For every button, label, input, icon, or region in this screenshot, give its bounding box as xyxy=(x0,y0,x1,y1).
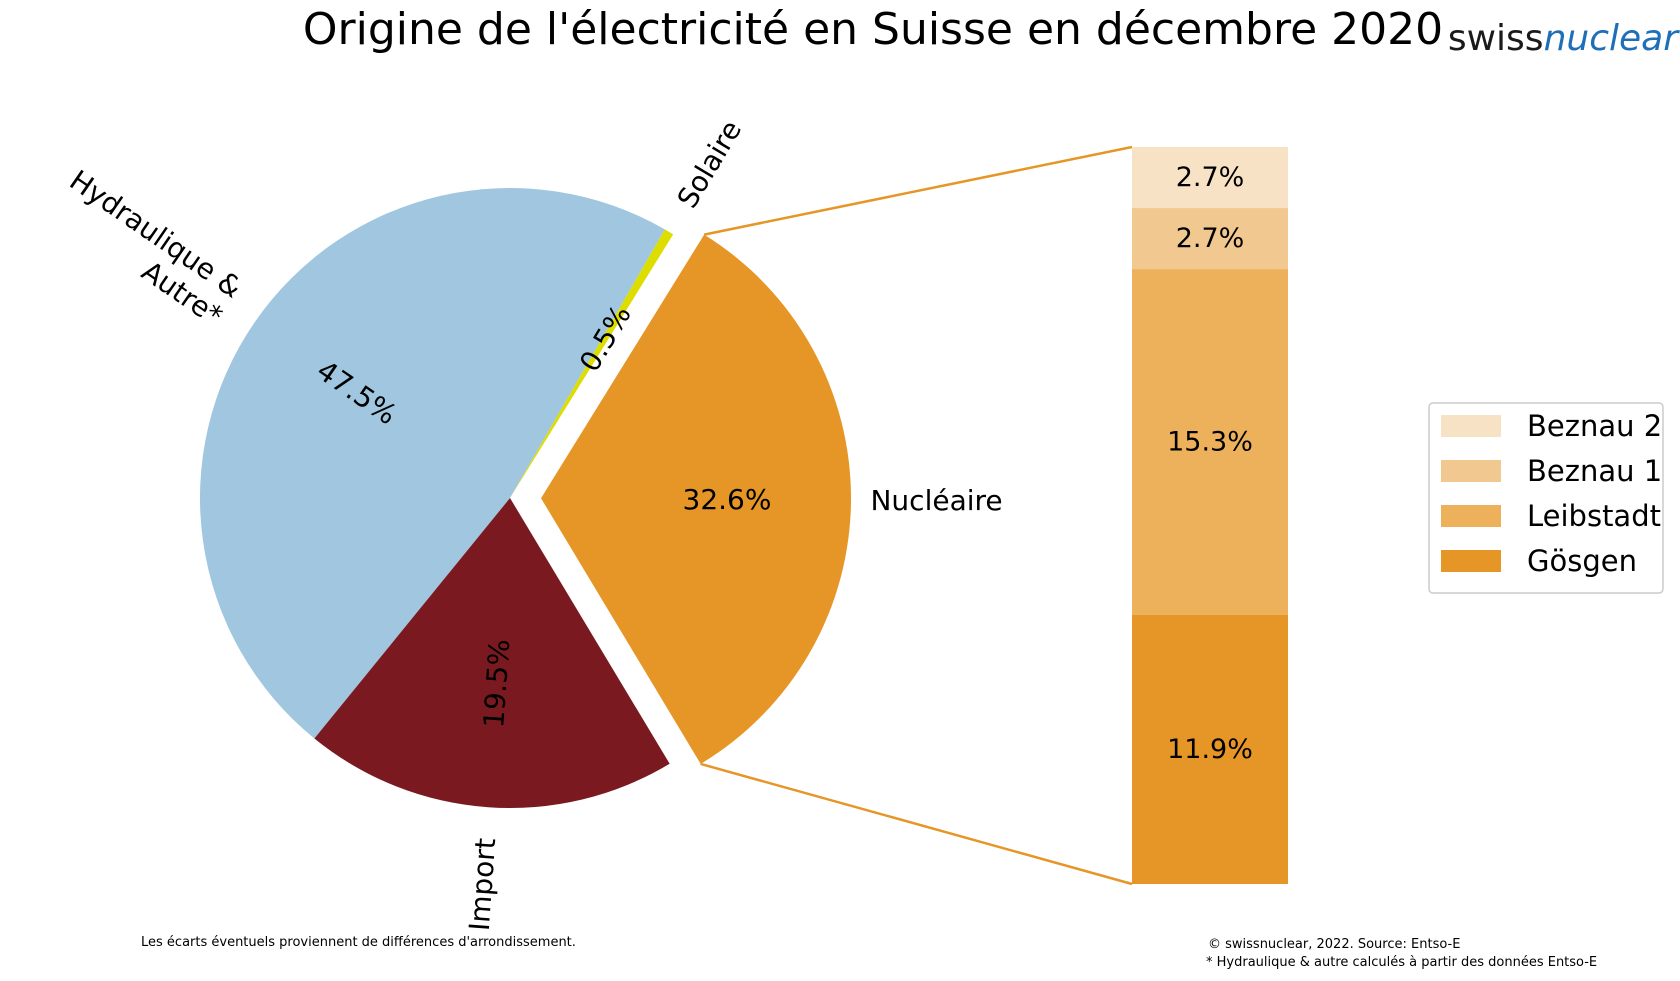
pie-slice-hydraulique-autre xyxy=(200,188,665,739)
bar-pct-label-beznau-1: 2.7% xyxy=(1176,223,1245,254)
legend-frame xyxy=(1428,402,1664,594)
connector-lines xyxy=(700,145,1133,886)
stacked-bar: 11.9% 15.3% 2.7% 2.7% xyxy=(1132,147,1288,884)
legend-swatch-leibstadt xyxy=(1441,505,1501,527)
bar-segment-beznau-1 xyxy=(1132,208,1288,270)
legend-swatch-gosgen xyxy=(1441,550,1501,572)
footnote-hydraulique: * Hydraulique & autre calculés à partir … xyxy=(1206,955,1597,970)
bar-pct-label-gosgen: 11.9% xyxy=(1167,734,1253,765)
pie-slice-import xyxy=(314,498,670,809)
swissnuclear-logo: swissnuclear xyxy=(1448,18,1680,59)
bar-pct-label-beznau-2: 2.7% xyxy=(1176,162,1245,193)
legend-label-beznau-2: Beznau 2 xyxy=(1527,409,1662,443)
pie-slice-nucleaire xyxy=(540,234,851,764)
bar-segment-gosgen xyxy=(1132,614,1288,884)
connector-line-bottom xyxy=(700,762,1133,886)
legend-label-gosgen: Gösgen xyxy=(1527,544,1637,578)
footnote-copyright: © swissnuclear, 2022. Source: Entso-E xyxy=(1208,937,1460,952)
pie-label-solaire: Solaire xyxy=(671,115,748,214)
connector-line-top xyxy=(703,145,1133,236)
logo-part-swiss: swiss xyxy=(1448,18,1544,59)
legend-label-beznau-1: Beznau 1 xyxy=(1527,454,1662,488)
bar-segment-beznau-2 xyxy=(1132,147,1288,209)
legend-label-leibstadt: Leibstadt xyxy=(1527,499,1661,533)
pie-slice-solaire xyxy=(510,229,674,498)
bar-pct-label-leibstadt: 15.3% xyxy=(1167,427,1253,458)
bar-segment-leibstadt xyxy=(1132,269,1288,615)
footnote-rounding: Les écarts éventuels proviennent de diff… xyxy=(141,935,576,950)
logo-part-nuclear: nuclear xyxy=(1544,18,1680,59)
pie-label-hydraulique-autre: Hydraulique &Autre* xyxy=(45,163,248,332)
pie-label-nucleaire: Nucléaire xyxy=(870,484,1002,517)
pie-pct-label-nucleaire: 32.6% xyxy=(683,483,772,516)
pie-label-import: Import xyxy=(463,837,503,932)
legend-swatch-beznau-1 xyxy=(1441,460,1501,482)
chart-title: Origine de l'électricité en Suisse en dé… xyxy=(303,4,1443,55)
legend-swatch-beznau-2 xyxy=(1441,415,1501,437)
pie-pct-label-import: 19.5% xyxy=(477,638,516,729)
legend: Beznau 2 Beznau 1 Leibstadt Gösgen xyxy=(1428,402,1664,594)
pie-chart: 32.6% Nucléaire0.5%Solaire47.5%Hydrauliqu… xyxy=(45,115,1003,932)
